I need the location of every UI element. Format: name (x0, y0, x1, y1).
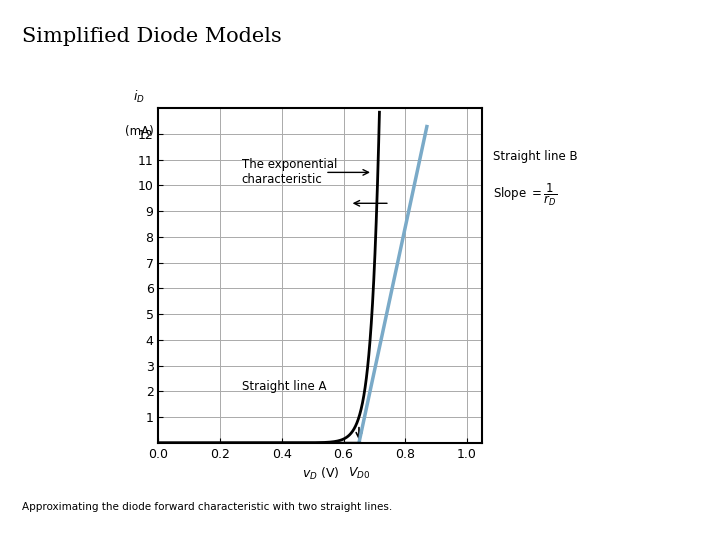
Text: Straight line A: Straight line A (242, 380, 326, 393)
Text: (mA): (mA) (125, 125, 153, 138)
Text: $V_{D0}$: $V_{D0}$ (348, 466, 370, 481)
Text: Straight line B: Straight line B (493, 150, 578, 163)
Text: Simplified Diode Models: Simplified Diode Models (22, 27, 282, 46)
X-axis label: $v_D$ (V): $v_D$ (V) (302, 466, 339, 482)
Text: Approximating the diode forward characteristic with two straight lines.: Approximating the diode forward characte… (22, 502, 392, 512)
Text: The exponential
characteristic: The exponential characteristic (242, 158, 337, 186)
Text: $i_D$: $i_D$ (133, 89, 145, 105)
Text: Slope $= \dfrac{1}{r_D}$: Slope $= \dfrac{1}{r_D}$ (493, 181, 557, 208)
